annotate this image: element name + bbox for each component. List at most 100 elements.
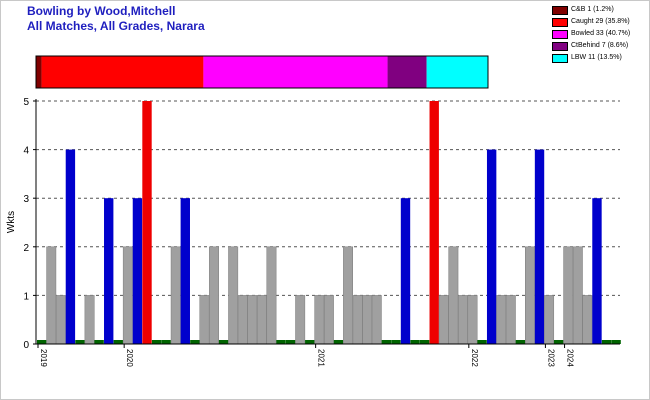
bar-9: [122, 246, 133, 345]
bar-34: [362, 295, 373, 345]
legend-item-caught: Caught 29 (35.8%): [551, 16, 646, 28]
y-tick-label-3: 3: [23, 194, 29, 205]
bar-48: [496, 295, 507, 345]
legend-label-cb: C&B 1 (1.2%): [571, 6, 614, 13]
bar-20: [228, 246, 239, 345]
legend: C&B 1 (1.2%) Caught 29 (35.8%) Bowled 33…: [551, 4, 646, 64]
bar-4: [75, 340, 85, 344]
x-tick-label-4: 2023: [546, 349, 555, 367]
bar-14: [170, 246, 181, 345]
bar-24: [266, 246, 277, 345]
legend-label-bowled: Bowled 33 (40.7%): [571, 30, 631, 37]
bar-30: [323, 295, 334, 345]
bar-39: [410, 340, 420, 344]
y-tick-label-1: 1: [23, 291, 29, 302]
bar-8: [113, 340, 123, 344]
bar-58: [592, 198, 602, 344]
bar-44: [457, 295, 468, 345]
bar-50: [515, 340, 526, 344]
bar-21: [237, 295, 248, 345]
x-tick-label-0: 2019: [39, 349, 48, 367]
y-tick-label-0: 0: [23, 340, 29, 351]
legend-label-ctbehind: CtBehind 7 (8.6%): [571, 42, 629, 49]
x-tick-label-5: 2024: [566, 349, 575, 367]
bar-26: [285, 340, 296, 344]
legend-item-ctbehind: CtBehind 7 (8.6%): [551, 40, 646, 52]
bar-23: [256, 295, 267, 345]
legend-swatch-caught: [552, 18, 568, 27]
bar-31: [333, 340, 344, 344]
bar-55: [563, 246, 574, 345]
bar-11: [142, 101, 152, 344]
dismissal-bar: [35, 55, 489, 89]
y-tick-labels: 0 1 2 3 4 5: [23, 97, 36, 351]
bar-42: [438, 295, 449, 345]
bar-16: [190, 340, 200, 344]
legend-item-cb: C&B 1 (1.2%): [551, 4, 646, 16]
bar-19: [218, 340, 229, 344]
bar-25: [276, 340, 286, 344]
legend-label-lbw: LBW 11 (13.5%): [571, 54, 622, 61]
legend-swatch-cb: [552, 6, 568, 15]
bar-28: [305, 340, 315, 344]
bar-52: [534, 149, 545, 344]
legend-label-caught: Caught 29 (35.8%): [571, 18, 630, 25]
bar-7: [104, 198, 114, 344]
bar-40: [419, 340, 430, 344]
chart-subtitle: All Matches, All Grades, Narara: [27, 19, 205, 33]
dismissal-bar-border: [35, 55, 489, 89]
bar-29: [314, 295, 325, 345]
legend-item-lbw: LBW 11 (13.5%): [551, 52, 646, 64]
bar-1: [46, 246, 57, 345]
bar-38: [400, 198, 411, 344]
x-tick-label-2: 2021: [317, 349, 326, 367]
bar-47: [486, 149, 497, 344]
bar-15: [180, 198, 190, 344]
bar-5: [84, 295, 95, 345]
bar-60: [611, 340, 621, 344]
dismissal-segment-1: [41, 56, 204, 88]
dismissal-segment-0: [36, 56, 42, 88]
bar-3: [65, 149, 76, 344]
legend-swatch-bowled: [552, 30, 568, 39]
dismissal-segment-4: [426, 56, 488, 88]
bar-56: [572, 246, 583, 345]
bar-27: [295, 295, 306, 345]
bar-0: [37, 340, 47, 344]
bar-53: [544, 295, 555, 345]
bar-37: [391, 340, 401, 344]
bar-46: [477, 340, 487, 344]
dismissal-segment-2: [203, 56, 388, 88]
bar-32: [343, 246, 353, 345]
bar-51: [525, 246, 535, 345]
bar-12: [151, 340, 162, 344]
y-axis-label: Wkts: [6, 211, 17, 233]
bar-2: [55, 295, 66, 345]
bar-10: [132, 198, 143, 344]
bar-6: [94, 340, 104, 344]
x-tick-label-3: 2022: [470, 349, 479, 367]
bar-33: [352, 295, 363, 345]
bar-49: [505, 295, 516, 345]
bar-45: [467, 295, 478, 345]
bar-59: [601, 340, 612, 344]
x-tick-label-1: 2020: [125, 349, 134, 367]
legend-swatch-ctbehind: [552, 42, 568, 51]
bar-18: [209, 246, 219, 345]
bar-41: [429, 101, 439, 344]
x-tick-labels: 2019 2020 2021 2022 2023 2024: [37, 344, 575, 367]
bar-43: [448, 246, 459, 345]
axes: [35, 99, 620, 345]
bar-35: [371, 295, 382, 345]
legend-item-bowled: Bowled 33 (40.7%): [551, 28, 646, 40]
legend-swatch-lbw: [552, 54, 568, 63]
bar-57: [582, 295, 593, 345]
bar-13: [161, 340, 171, 344]
bar-54: [553, 340, 564, 344]
chart-title: Bowling by Wood,Mitchell: [27, 4, 176, 18]
dismissal-segment-3: [387, 56, 427, 88]
bar-17: [199, 295, 210, 345]
bar-36: [381, 340, 392, 344]
bar-22: [247, 295, 258, 345]
